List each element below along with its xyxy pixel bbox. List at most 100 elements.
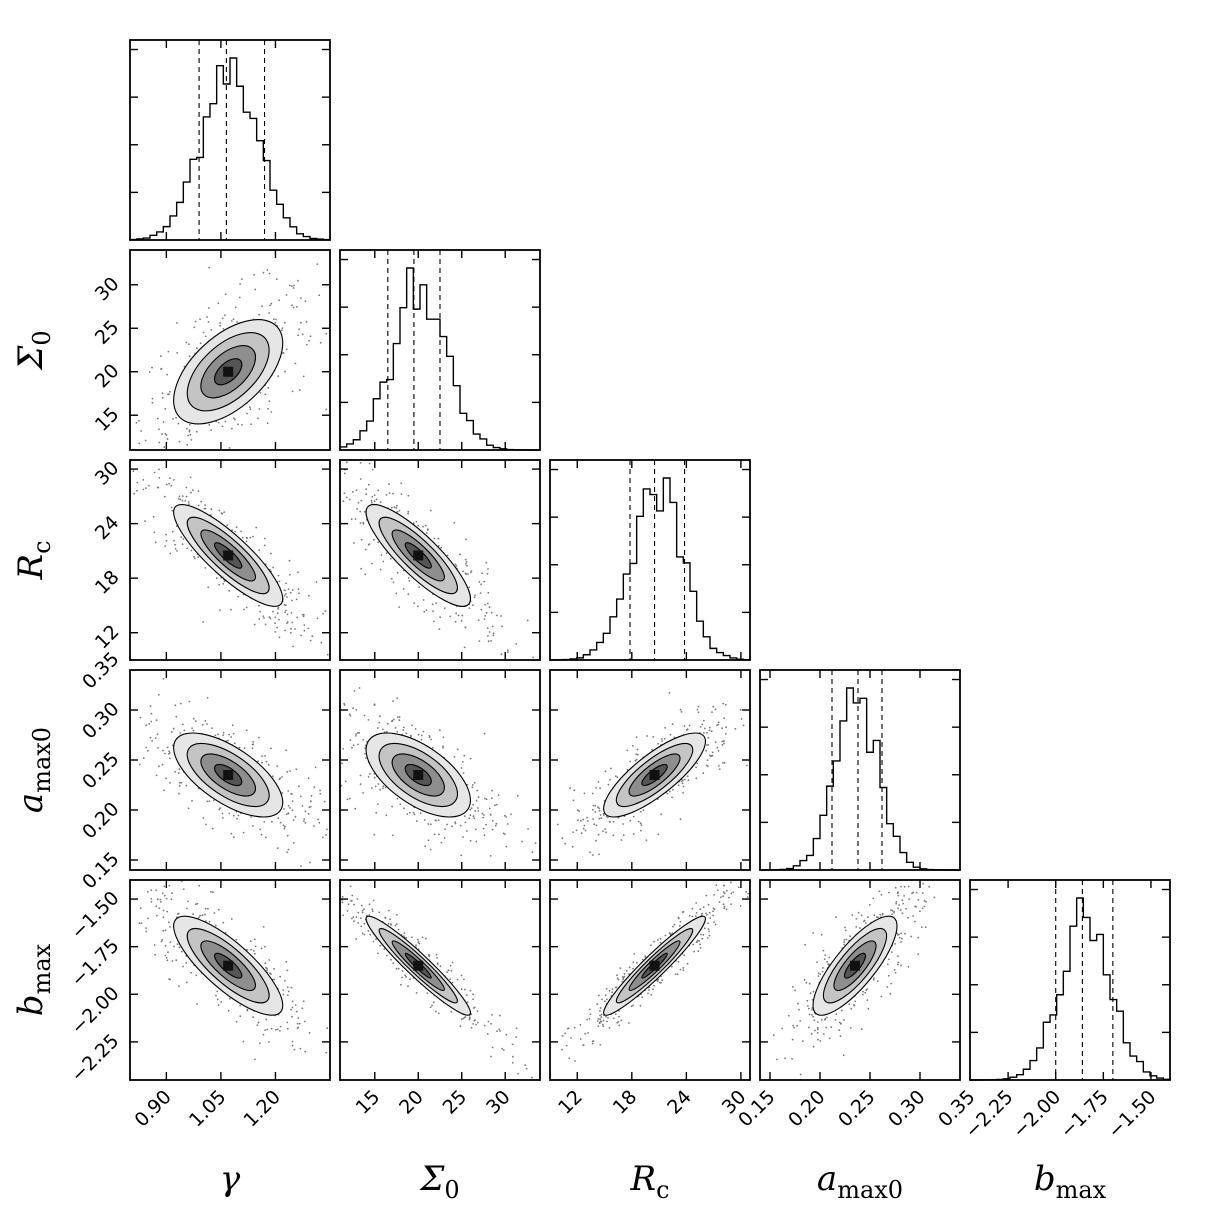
sample-point (396, 914, 398, 916)
sample-point (300, 321, 302, 324)
sample-point (723, 717, 726, 720)
sample-point (390, 958, 392, 961)
sample-point (695, 912, 698, 914)
sample-point (259, 610, 262, 613)
sample-point (270, 747, 272, 750)
sample-point (377, 541, 379, 544)
sample-point (900, 941, 902, 943)
sample-point (512, 1055, 514, 1058)
sample-point (707, 903, 710, 906)
sample-point (393, 506, 396, 509)
sample-point (258, 1042, 261, 1045)
sample-point (712, 705, 715, 708)
sample-point (825, 1026, 827, 1029)
sample-point (602, 1019, 605, 1022)
sample-point (464, 558, 467, 561)
sample-point (376, 803, 379, 805)
y-tick-label-sigma0: 15 (91, 403, 124, 436)
sample-point (914, 905, 917, 908)
sample-point (174, 548, 177, 550)
sample-point (473, 781, 476, 784)
sample-point (805, 981, 808, 984)
sample-point (229, 997, 231, 1000)
sample-point (301, 333, 304, 336)
sample-point (851, 914, 854, 916)
sample-point (294, 362, 297, 365)
sample-point (379, 501, 382, 503)
sample-point (677, 960, 680, 963)
sample-point (919, 910, 921, 913)
sample-point (267, 407, 269, 410)
sample-point (716, 889, 719, 891)
sample-point (432, 1001, 435, 1004)
sample-point (821, 970, 824, 973)
sample-point (325, 408, 328, 411)
sample-point (463, 646, 466, 649)
sample-point (300, 297, 302, 299)
panel-frame (969, 879, 1171, 1081)
sample-point (565, 1044, 568, 1047)
sample-point (204, 907, 207, 910)
sample-point (379, 715, 381, 718)
sample-point (470, 571, 472, 574)
sample-point (417, 524, 419, 527)
sample-point (521, 840, 523, 843)
sample-point (378, 911, 381, 914)
sample-point (363, 922, 366, 925)
sample-point (806, 999, 809, 1002)
sample-point (289, 807, 291, 809)
sample-point (164, 407, 167, 410)
sample-point (908, 898, 910, 901)
sample-point (172, 418, 174, 420)
sample-point (149, 705, 152, 707)
sample-point (433, 620, 435, 623)
histogram-rc (549, 477, 751, 661)
sample-point (696, 939, 699, 942)
sample-point (697, 711, 700, 714)
sample-point (429, 509, 432, 512)
sample-point (377, 783, 380, 785)
sample-point (269, 972, 271, 975)
sample-point (490, 797, 493, 800)
sample-point (307, 777, 310, 780)
sample-point (353, 690, 356, 692)
sample-point (894, 971, 897, 974)
sample-point (369, 933, 372, 936)
sample-point (718, 765, 720, 767)
sample-point (222, 731, 225, 734)
sample-point (171, 731, 173, 733)
sample-point (628, 1022, 630, 1024)
sample-point (459, 553, 461, 556)
sample-point (632, 815, 635, 818)
sample-point (207, 586, 210, 589)
sample-point (261, 305, 263, 308)
sample-point (325, 1051, 328, 1054)
sample-point (402, 935, 405, 938)
sample-point (192, 489, 194, 491)
panel-frame (759, 669, 961, 871)
sample-point (671, 796, 673, 799)
sample-point (866, 999, 869, 1001)
sample-point (740, 718, 743, 720)
sample-point (668, 692, 671, 694)
sample-point (504, 814, 506, 817)
sample-point (373, 494, 376, 496)
sample-point (155, 889, 158, 891)
sample-point (258, 313, 260, 316)
sample-point (485, 611, 488, 614)
sample-point (291, 1044, 294, 1047)
sample-point (632, 1004, 634, 1007)
scatter-panel-bmax-vs-amax0 (759, 879, 961, 1081)
sample-point (318, 821, 321, 824)
sample-point (478, 581, 481, 583)
sample-point (275, 318, 277, 321)
sample-point (695, 902, 698, 904)
sample-point (165, 956, 168, 959)
sample-point (148, 371, 151, 373)
sample-point (592, 854, 594, 856)
sample-point (246, 949, 249, 951)
sample-point (156, 898, 159, 901)
sample-point (691, 907, 694, 910)
sample-point (812, 932, 815, 934)
sample-point (481, 812, 484, 815)
